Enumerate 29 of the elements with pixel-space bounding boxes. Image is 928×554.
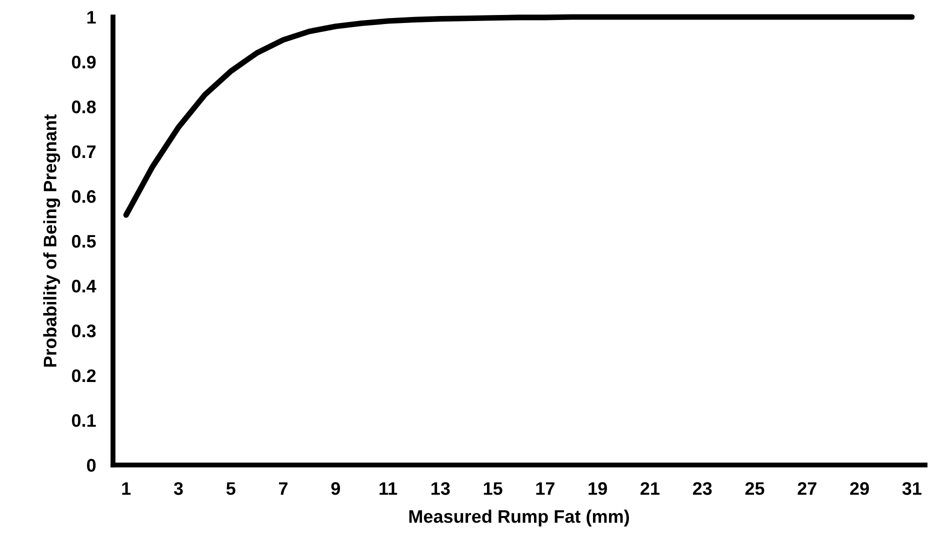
y-tick-label: 0.6: [72, 190, 96, 203]
x-tick-label: 25: [745, 482, 764, 495]
x-tick-label: 31: [902, 482, 922, 495]
y-axis-title: Probability of Being Pregnant: [43, 114, 60, 367]
y-tick-label: 0.2: [72, 369, 96, 382]
y-tick-label: 0.9: [72, 56, 96, 69]
y-tick-label: 0.1: [72, 414, 96, 427]
x-tick-label: 3: [174, 482, 183, 495]
x-tick-label: 29: [850, 482, 869, 495]
x-tick-label: 23: [692, 482, 712, 495]
y-tick-label: 1: [87, 11, 96, 24]
x-tick-label: 1: [122, 482, 131, 495]
x-tick-label: 11: [380, 482, 398, 495]
x-tick-label: 15: [484, 482, 502, 495]
x-tick-label: 9: [331, 482, 340, 495]
x-tick-label: 13: [432, 482, 450, 495]
y-tick-label: 0.7: [72, 145, 96, 158]
x-tick-label: 21: [640, 482, 660, 495]
y-tick-label: 0.3: [72, 324, 96, 338]
y-tick-label: 0.8: [72, 100, 96, 114]
x-tick-label: 19: [588, 482, 607, 495]
x-tick-label: 27: [798, 482, 816, 495]
y-tick-label: 0.5: [72, 234, 96, 248]
x-tick-label: 7: [279, 482, 288, 495]
y-tick-label: 0.4: [72, 280, 96, 293]
x-tick-label: 17: [536, 482, 554, 495]
x-axis-title: Measured Rump Fat (mm): [409, 510, 629, 526]
x-tick-label: 5: [226, 482, 236, 495]
y-tick-label: 0: [87, 458, 96, 472]
